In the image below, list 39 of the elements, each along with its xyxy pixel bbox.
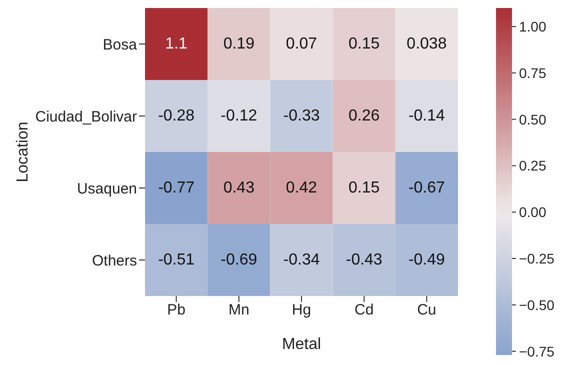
data-label: -0.14 — [408, 108, 446, 124]
y-tick-label: Others — [92, 252, 137, 270]
data-label: 0.07 — [286, 36, 318, 52]
color-bar-label: 0.00 — [519, 204, 546, 220]
color-bar-label: 0.75 — [519, 64, 546, 81]
data-label: 0.038 — [406, 36, 447, 52]
y-tick-label: Bosa — [102, 36, 138, 54]
color-bar-label: 1.00 — [519, 18, 546, 35]
data-label: -0.67 — [408, 180, 446, 196]
color-bar-label: 0.50 — [519, 111, 546, 128]
color-bar-label: −0.25 — [519, 250, 555, 267]
data-label: 0.26 — [348, 108, 380, 124]
x-tick-label: Hg — [292, 302, 312, 319]
data-label: -0.34 — [283, 252, 320, 268]
data-label: -0.77 — [158, 180, 195, 196]
data-label: 0.15 — [348, 180, 380, 196]
data-label: 1.1 — [165, 36, 188, 52]
x-axis-title: Metal — [282, 336, 322, 353]
x-tick-label: Cd — [354, 302, 374, 319]
data-label: -0.28 — [158, 108, 195, 124]
data-label: -0.69 — [220, 252, 258, 268]
x-tick-label: Cu — [417, 302, 436, 319]
data-label: -0.12 — [220, 108, 258, 124]
color-bar-label: −0.50 — [519, 296, 555, 313]
color-bar-label: −0.75 — [519, 343, 555, 360]
data-label: -0.43 — [346, 252, 382, 268]
y-tick-label: Usaquen — [76, 180, 137, 198]
data-label: -0.51 — [158, 252, 195, 268]
y-tick-label: Ciudad_Bolivar — [35, 108, 137, 126]
data-label: 0.15 — [348, 36, 380, 52]
data-label: 0.43 — [223, 180, 255, 196]
data-label: -0.33 — [283, 108, 320, 124]
x-tick-label: Mn — [228, 302, 250, 319]
data-label: 0.19 — [223, 36, 255, 52]
data-label: 0.42 — [286, 180, 318, 196]
color-bar-label: 0.25 — [519, 158, 546, 174]
x-tick-label: Pb — [167, 302, 186, 319]
y-axis-title: Location — [14, 122, 32, 182]
data-label: -0.49 — [408, 252, 446, 268]
